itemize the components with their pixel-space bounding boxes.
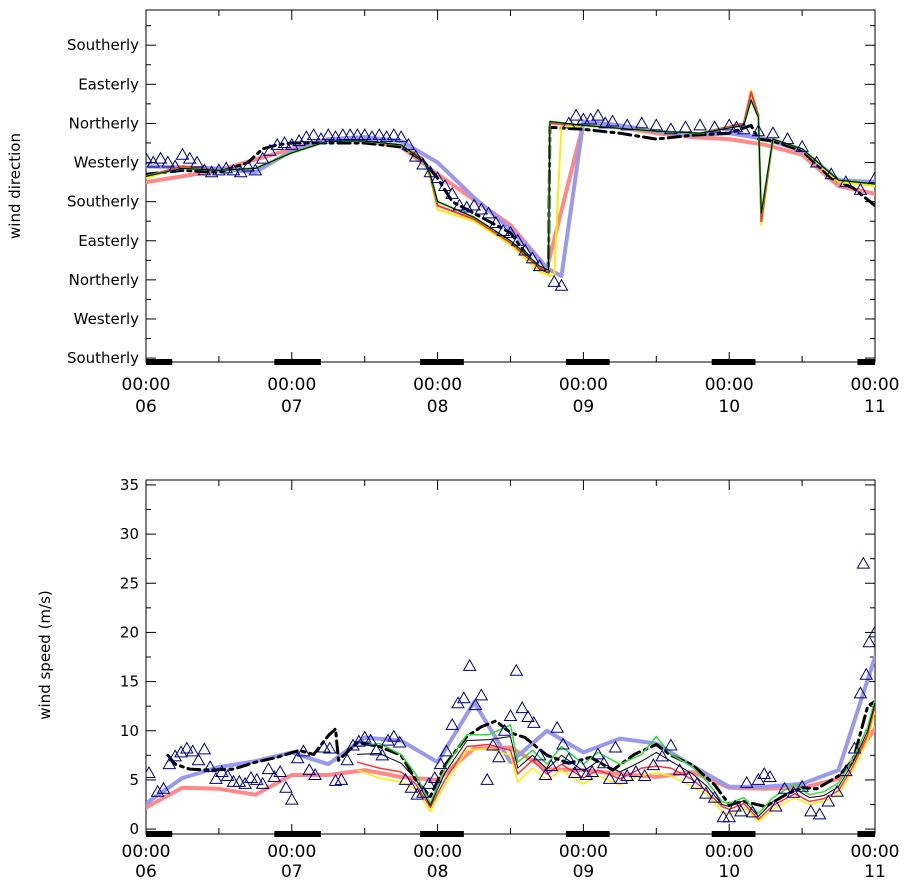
- observation-point: [752, 774, 764, 785]
- observation-point: [187, 745, 199, 756]
- x-tick-day-label: 10: [718, 862, 740, 882]
- wind-direction-panel: Southerly Westerly Northerly Easterly Southe…: [6, 10, 900, 417]
- series-line-5: [357, 699, 875, 813]
- observation-point: [274, 766, 286, 777]
- y-tick-label: 15: [120, 673, 139, 691]
- x-tick-day-label: 06: [135, 862, 157, 882]
- observation-point: [227, 776, 239, 787]
- observation-point: [679, 121, 691, 131]
- x-tick-time-label: 00:00: [559, 842, 608, 862]
- night-bar: [858, 359, 875, 365]
- observation-point: [551, 722, 563, 733]
- x-tick-time-label: 00:00: [413, 842, 462, 862]
- y-tick-label: Northerly: [69, 114, 140, 132]
- observation-point: [505, 710, 517, 721]
- x-tick-time-label: 00:00: [267, 842, 316, 862]
- night-bar: [146, 359, 172, 365]
- y-tick-label: 30: [120, 525, 139, 543]
- observation-point: [143, 767, 155, 778]
- observation-point: [694, 119, 706, 130]
- night-bar: [420, 359, 464, 365]
- x-tick-day-label: 07: [281, 397, 303, 417]
- observation-point: [175, 746, 187, 757]
- observation-point: [650, 119, 662, 130]
- series-line-0: [146, 729, 875, 808]
- x-tick-day-label: 09: [573, 862, 595, 882]
- x-tick-day-label: 06: [135, 397, 157, 417]
- x-tick-time-label: 00:00: [122, 375, 171, 395]
- night-bar: [712, 359, 756, 365]
- observation-point: [475, 689, 487, 700]
- y-axis-label: wind speed (m/s): [36, 590, 54, 720]
- y-tick-label: Westerly: [74, 310, 139, 328]
- x-tick-time-label: 00:00: [705, 375, 754, 395]
- data-layer: [140, 90, 881, 290]
- observation-point: [516, 702, 528, 713]
- plot-frame: [146, 480, 875, 834]
- x-tick-day-label: 08: [427, 397, 449, 417]
- night-bar: [566, 359, 610, 365]
- observation-point: [210, 773, 222, 784]
- x-tick-time-label: 00:00: [851, 842, 900, 862]
- y-tick-label: 0: [129, 820, 139, 838]
- observation-point: [764, 771, 776, 782]
- y-tick-label: Northerly: [69, 271, 140, 289]
- x-tick-day-label: 11: [864, 397, 886, 417]
- x-tick-time-label: 00:00: [559, 375, 608, 395]
- y-tick-label: Southerly: [67, 193, 139, 211]
- wind-speed-panel: 0510152025303500:000600:000700:000800:00…: [36, 476, 900, 882]
- night-bar: [146, 831, 172, 837]
- observation-point: [198, 743, 210, 754]
- observation-point: [262, 763, 274, 774]
- observation-point: [458, 692, 470, 703]
- x-tick-time-label: 00:00: [267, 375, 316, 395]
- y-tick-label: 20: [120, 623, 139, 641]
- observation-point: [280, 782, 292, 793]
- observation-point: [767, 127, 779, 138]
- y-tick-label: 25: [120, 574, 139, 592]
- night-bar: [274, 831, 321, 837]
- x-tick-day-label: 08: [427, 862, 449, 882]
- y-tick-label: Westerly: [74, 154, 139, 172]
- night-bar: [712, 831, 756, 837]
- y-tick-label: Southerly: [67, 349, 139, 367]
- y-tick-label: Southerly: [67, 36, 139, 54]
- observation-point: [464, 660, 476, 671]
- observation-point: [700, 788, 712, 799]
- observation-point: [863, 636, 875, 647]
- night-bar: [274, 359, 321, 365]
- x-tick-time-label: 00:00: [122, 842, 171, 862]
- data-layer: [143, 558, 881, 822]
- y-tick-label: 10: [120, 722, 139, 740]
- night-bar: [566, 831, 610, 837]
- observation-point: [857, 558, 869, 569]
- observation-point: [528, 717, 540, 728]
- y-tick-label: Easterly: [78, 232, 139, 250]
- x-tick-day-label: 11: [864, 862, 886, 882]
- night-bar: [858, 831, 875, 837]
- y-tick-label: Easterly: [78, 75, 139, 93]
- x-tick-day-label: 10: [718, 397, 740, 417]
- observation-point: [286, 794, 298, 805]
- x-tick-day-label: 09: [573, 397, 595, 417]
- observation-point: [510, 665, 522, 676]
- y-tick-label: 35: [120, 476, 139, 494]
- x-tick-time-label: 00:00: [413, 375, 462, 395]
- x-tick-time-label: 00:00: [705, 842, 754, 862]
- observation-point: [805, 805, 817, 816]
- x-tick-day-label: 07: [281, 862, 303, 882]
- night-bar: [420, 831, 464, 837]
- y-axis-label: wind direction: [6, 133, 24, 239]
- y-tick-label: 5: [129, 771, 139, 789]
- x-tick-time-label: 00:00: [851, 375, 900, 395]
- observation-point: [481, 774, 493, 785]
